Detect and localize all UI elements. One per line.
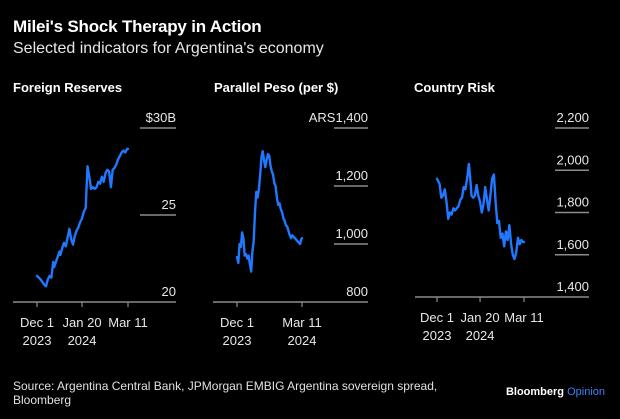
x-tick-label-year: 2024 [68,333,97,348]
y-tick-label: ARS1,400 [309,110,368,125]
y-tick-label: 1,400 [556,279,589,294]
series-line-2 [235,149,304,273]
x-tick-label: Jan 20 [63,315,102,330]
x-tick-label-year: 2023 [423,328,452,343]
x-tick-label: Mar 11 [504,310,544,325]
panel-title-parallel-peso: Parallel Peso (per $) [214,80,339,95]
x-tick-label-year: 2023 [23,333,52,348]
series-line-1 [35,147,130,288]
x-tick-label: Mar 11 [282,315,322,330]
y-tick-label: 800 [346,284,368,299]
y-tick-label: 1,800 [556,195,589,210]
y-tick-label: 20 [162,284,176,299]
y-tick-label: $30B [146,110,176,125]
series-line-3 [435,162,526,261]
brand-suffix: Opinion [567,386,605,398]
panel-title-foreign-reserves: Foreign Reserves [13,80,123,95]
x-tick-label-year: 2024 [466,328,495,343]
y-tick-label: 1,000 [335,226,368,241]
y-tick-label: 2,200 [556,110,589,125]
x-tick-label: Dec 1 [220,315,254,330]
source-note: Source: Argentina Central Bank, JPMorgan… [13,379,438,407]
x-tick-label: Mar 11 [108,315,148,330]
y-tick-label: 2,000 [556,152,589,167]
y-tick-label: 1,200 [335,168,368,183]
panel-title-country-risk: Country Risk [414,80,495,95]
brand-logo: Bloomberg Opinion [506,386,605,398]
y-tick-label: 25 [162,197,176,212]
x-tick-label-year: 2023 [223,333,252,348]
x-tick-label-year: 2024 [288,333,317,348]
y-tick-label: 1,600 [556,237,589,252]
brand-name: Bloomberg [505,386,565,398]
chart-subtitle: Selected indicators for Argentina's econ… [13,40,324,57]
x-tick-label: Dec 1 [20,315,54,330]
x-tick-label: Jan 20 [461,310,500,325]
x-tick-label: Dec 1 [420,310,454,325]
chart-title: Milei's Shock Therapy in Action [13,17,262,36]
